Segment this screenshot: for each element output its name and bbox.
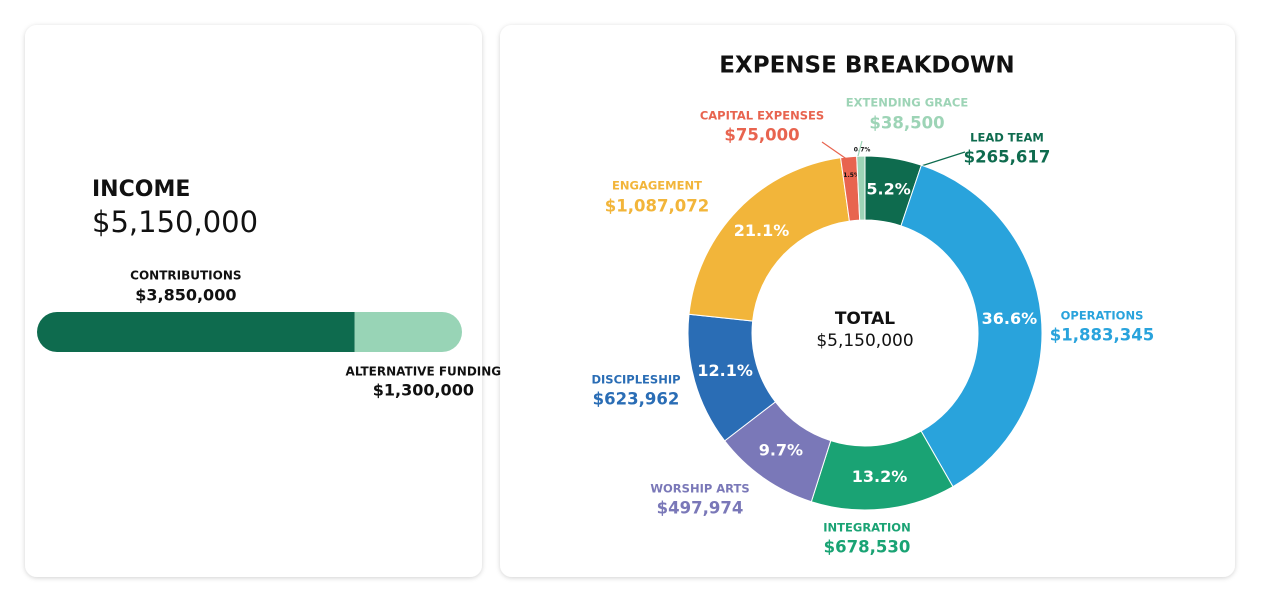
category-value: $497,974 <box>657 499 744 518</box>
percent-label: 0.7% <box>854 147 871 154</box>
segment-name: ALTERNATIVE FUNDING <box>346 365 502 379</box>
percent-label: 12.1% <box>697 361 753 380</box>
category-name: WORSHIP ARTS <box>650 482 749 496</box>
income-title: INCOME <box>92 177 190 202</box>
center-label: TOTAL <box>835 309 895 329</box>
segment-value: $1,300,000 <box>373 381 474 400</box>
category-name: EXTENDING GRACE <box>846 96 969 110</box>
center-value: $5,150,000 <box>816 331 913 351</box>
donut-slice <box>688 157 850 322</box>
segment-value: $3,850,000 <box>135 286 236 305</box>
expense-title: EXPENSE BREAKDOWN <box>719 53 1014 79</box>
leader-line <box>914 151 966 169</box>
leader-line <box>857 140 863 157</box>
category-value: $1,087,072 <box>605 197 709 216</box>
expense-card <box>500 25 1235 577</box>
percent-label: 21.1% <box>734 221 790 240</box>
category-name: LEAD TEAM <box>970 131 1044 145</box>
bar-segment <box>37 312 355 352</box>
category-value: $623,962 <box>593 390 680 409</box>
bar-segment <box>354 312 462 352</box>
category-value: $38,500 <box>869 114 944 133</box>
category-value: $1,883,345 <box>1050 326 1154 345</box>
category-value: $265,617 <box>964 148 1051 167</box>
leader-line <box>821 141 849 161</box>
category-value: $678,530 <box>824 538 911 557</box>
category-value: $75,000 <box>724 126 799 145</box>
category-name: DISCIPLESHIP <box>591 373 680 387</box>
segment-name: CONTRIBUTIONS <box>130 269 241 283</box>
category-name: CAPITAL EXPENSES <box>700 109 824 123</box>
percent-label: 9.7% <box>759 441 803 460</box>
income-card <box>25 25 482 577</box>
percent-label: 36.6% <box>982 309 1038 328</box>
donut-slice <box>856 155 866 221</box>
category-name: INTEGRATION <box>823 521 910 535</box>
percent-label: 5.2% <box>866 179 910 198</box>
income-total: $5,150,000 <box>92 205 258 239</box>
donut-slice <box>900 164 1043 488</box>
category-name: ENGAGEMENT <box>612 179 702 193</box>
percent-label: 13.2% <box>852 467 908 486</box>
percent-label: 1.5% <box>843 172 860 179</box>
category-name: OPERATIONS <box>1061 309 1144 323</box>
